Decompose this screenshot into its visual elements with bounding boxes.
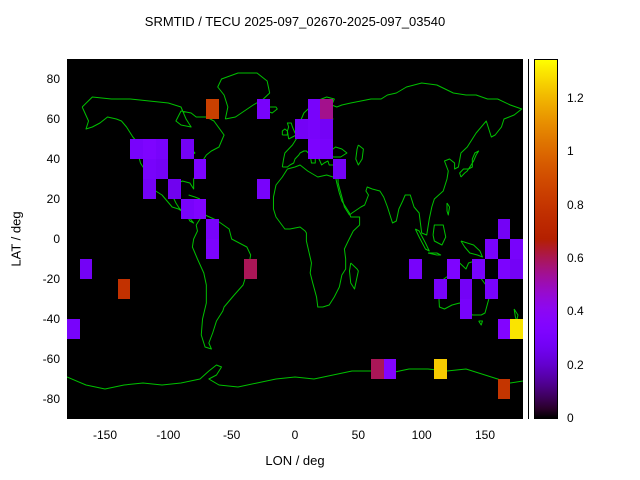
coastline-south-america xyxy=(192,215,250,349)
coastline-tasmania xyxy=(479,321,483,325)
heatmap-cells-layer xyxy=(67,59,523,419)
colorbar-tick-label: 0.8 xyxy=(567,197,584,212)
heatmap-cell xyxy=(434,359,447,379)
heatmap-cell xyxy=(117,279,131,299)
heatmap-cell xyxy=(206,239,219,259)
heatmap-cell xyxy=(168,179,181,199)
heatmap-cell xyxy=(257,99,270,119)
heatmap-cell xyxy=(472,259,485,279)
plot-right-border xyxy=(528,59,529,419)
coastline-borneo xyxy=(433,225,446,245)
coastline-cuba xyxy=(189,195,200,199)
coastline-ireland xyxy=(282,129,287,135)
heatmap-cell xyxy=(485,239,498,259)
heatmap-cell xyxy=(447,259,460,279)
colorbar-tick-label: 0 xyxy=(567,411,574,425)
heatmap-cell xyxy=(155,139,169,159)
heatmap-cell xyxy=(206,219,219,239)
coastline-new-guinea xyxy=(461,241,483,257)
heatmap-cell xyxy=(510,239,523,259)
heatmap-cell xyxy=(510,259,523,279)
x-tick-label: -150 xyxy=(92,428,118,442)
y-tick-label: -80 xyxy=(42,392,60,406)
heatmap-cell xyxy=(181,199,194,219)
coastline-java xyxy=(428,253,441,255)
heatmap-cell xyxy=(295,119,308,139)
heatmap-cell xyxy=(143,139,156,159)
coastline-black-sea xyxy=(330,147,346,157)
x-tick-label: 150 xyxy=(474,428,496,442)
y-tick-label: -40 xyxy=(42,312,60,326)
y-tick-label: 40 xyxy=(46,152,60,166)
y-tick-label: 80 xyxy=(46,72,60,86)
heatmap-cell xyxy=(333,159,346,179)
x-tick-label: -100 xyxy=(156,428,181,442)
map-plot-area xyxy=(67,59,523,419)
heatmap-cell xyxy=(485,279,498,299)
heatmap-cell xyxy=(320,99,333,119)
coastline-antarctica xyxy=(67,365,523,389)
heatmap-cell xyxy=(497,379,511,399)
colorbar xyxy=(534,59,558,419)
heatmap-cell xyxy=(143,179,156,199)
coastline-philippines xyxy=(447,203,450,215)
heatmap-cell xyxy=(206,99,219,119)
heatmap-cell xyxy=(181,139,194,159)
x-tick-label: 100 xyxy=(411,428,432,442)
y-tick-label: 0 xyxy=(53,232,60,246)
heatmap-cell xyxy=(459,299,473,319)
heatmap-cell xyxy=(307,139,321,159)
colorbar-tick-label: 1.2 xyxy=(567,91,584,105)
heatmap-cell xyxy=(383,359,397,379)
heatmap-cell xyxy=(307,119,321,139)
heatmap-cell xyxy=(155,159,169,179)
x-tick-label: -50 xyxy=(222,428,241,442)
y-tick-label: -60 xyxy=(42,352,60,366)
heatmap-cell xyxy=(244,259,257,279)
colorbar-tick-label: 1 xyxy=(567,144,574,159)
heatmap-cell xyxy=(257,179,270,199)
y-tick-label: -20 xyxy=(42,272,60,286)
y-tick-label: 60 xyxy=(46,112,60,126)
heatmap-cell xyxy=(497,219,511,239)
heatmap-cell xyxy=(371,359,384,379)
colorbar-tick-label: 0.6 xyxy=(567,251,584,265)
coastline-australia xyxy=(438,261,489,315)
heatmap-cell xyxy=(79,259,93,279)
heatmap-cell xyxy=(320,119,333,139)
heatmap-cell xyxy=(193,159,207,179)
heatmap-cell xyxy=(320,139,333,159)
heatmap-cell xyxy=(143,159,156,179)
heatmap-cell xyxy=(497,259,511,279)
coastline-greenland xyxy=(218,73,270,119)
coastline-sumatra xyxy=(415,229,429,251)
x-tick-label: 50 xyxy=(351,428,365,442)
y-tick-label: 20 xyxy=(46,192,60,206)
heatmap-cell xyxy=(130,139,143,159)
heatmap-cell xyxy=(434,279,447,299)
coastline-caspian-sea xyxy=(356,145,364,165)
x-tick-label: 0 xyxy=(291,428,299,442)
colorbar-tick-label: 0.4 xyxy=(567,304,584,319)
heatmap-cell xyxy=(510,319,523,339)
heatmap-cell xyxy=(307,99,321,119)
chart-title: SRMTID / TECU 2025-097_02670-2025-097_03… xyxy=(144,14,446,29)
heatmap-cell xyxy=(409,259,422,279)
heatmap-cell xyxy=(67,319,80,339)
coastline-madagascar xyxy=(349,263,358,289)
x-axis-label: LON / deg xyxy=(265,453,325,468)
heatmap-cell xyxy=(459,279,473,299)
coastline-japan xyxy=(460,151,479,177)
colorbar-tick-label: 0.2 xyxy=(567,357,584,372)
heatmap-cell xyxy=(497,319,511,339)
heatmap-cell xyxy=(193,199,207,219)
